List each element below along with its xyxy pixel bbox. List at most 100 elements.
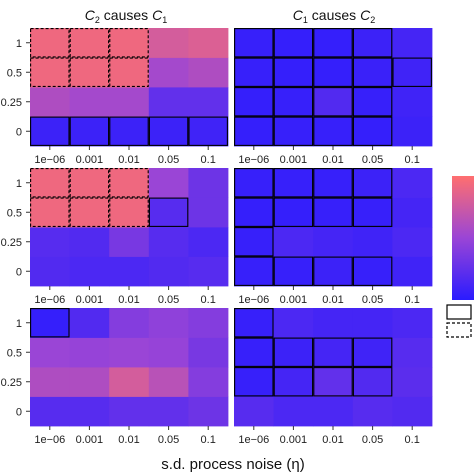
heatmap-cell: [148, 367, 189, 397]
solid-outline: [352, 367, 393, 397]
heatmap-cell: [69, 28, 110, 58]
solid-outline: [313, 197, 353, 227]
x-tick-label: 0.1: [201, 434, 216, 446]
heatmap-cell: [313, 28, 354, 58]
solid-outline: [234, 308, 274, 338]
heatmap-cell: [234, 227, 274, 257]
solid-outline: [234, 367, 274, 397]
legend-dashed-box: [446, 322, 472, 338]
heatmap-cell: [273, 367, 314, 397]
heatmap-cell: [352, 57, 393, 88]
solid-outline: [148, 197, 189, 227]
heatmap-cell: [69, 197, 110, 228]
x-tick-label: 0.001: [76, 154, 104, 166]
heatmap-cell: [273, 308, 314, 338]
heatmap-cell: [30, 367, 70, 397]
solid-outline: [352, 116, 393, 146]
heatmap-cell: [30, 227, 70, 257]
heatmap-cell: [109, 367, 150, 397]
solid-outline: [30, 308, 70, 338]
panel-r2-c1: [234, 308, 433, 427]
solid-outline: [313, 337, 353, 367]
heatmap-cell: [30, 57, 70, 88]
x-tick-label: 0.1: [405, 294, 420, 306]
x-tick-label: 1e−06: [238, 154, 269, 166]
solid-outline: [352, 197, 393, 227]
solid-outline: [313, 367, 353, 397]
y-tick-label: 0.5: [7, 67, 22, 79]
x-tick-label: 0.1: [405, 154, 420, 166]
y-tick-label: 0.5: [7, 347, 22, 359]
heatmap-cell: [148, 396, 189, 427]
x-tick-label: 0.001: [280, 294, 308, 306]
heatmap-cell: [234, 28, 274, 58]
x-tick-label: 0.001: [280, 434, 308, 446]
panel-r1-c0: [30, 168, 229, 287]
heatmap-cell: [30, 256, 70, 287]
x-tick-label: 0.01: [118, 154, 139, 166]
heatmap-cell: [352, 396, 393, 427]
y-tick-label: 0: [16, 126, 22, 138]
heatmap-cell: [234, 396, 274, 427]
heatmap-cell: [273, 116, 314, 147]
y-tick-labels: 0 0.25 0.5 1 0 0.25 0.5 1 0 0.25 0.5 1: [1, 38, 22, 419]
heatmap-cell: [188, 197, 229, 228]
heatmap-cell: [188, 256, 229, 287]
solid-outline: [273, 28, 314, 58]
legend-solid-box: [446, 304, 472, 320]
heatmap-cell: [352, 227, 393, 257]
heatmap-cell: [392, 116, 433, 147]
solid-outline: [352, 256, 393, 286]
x-tick-label: 0.01: [118, 294, 139, 306]
heatmap-cell: [352, 116, 393, 147]
heatmap-cell: [188, 308, 229, 338]
dashed-outline: [109, 28, 149, 58]
heatmap-cell: [352, 28, 393, 58]
solid-outline: [313, 168, 353, 198]
heatmap-cell: [313, 116, 354, 147]
facet-title-col1: C1 causes C2: [293, 7, 375, 25]
heatmap-cell: [392, 28, 433, 58]
solid-outline: [188, 116, 228, 146]
solid-outline: [234, 28, 274, 58]
solid-outline: [30, 116, 70, 146]
solid-outline: [234, 87, 274, 117]
heatmap-cell: [392, 367, 433, 397]
heatmap-cell: [188, 337, 229, 368]
y-tick-label: 0: [16, 406, 22, 418]
solid-outline: [352, 28, 393, 58]
heatmap-cell: [148, 308, 189, 338]
heatmap-cell: [30, 337, 70, 368]
heatmap-cell: [313, 197, 354, 228]
x-tick-label: 0.1: [405, 434, 420, 446]
dashed-outline: [69, 168, 110, 198]
x-tick-label: 0.001: [280, 154, 308, 166]
heatmap-cell: [188, 227, 229, 257]
panel-r0-c1: [234, 28, 433, 147]
solid-outline: [313, 28, 353, 58]
dashed-outline: [30, 28, 70, 58]
x-tick-label: 0.05: [362, 154, 383, 166]
heatmap-cell: [148, 28, 189, 58]
heatmap-cell: [148, 256, 189, 287]
x-tick-label: 0.001: [76, 294, 104, 306]
dashed-outline: [30, 197, 70, 227]
solid-outline: [273, 256, 314, 286]
heatmap-cell: [69, 87, 110, 117]
x-tick-label: 0.001: [76, 434, 104, 446]
heatmap-cell: [273, 396, 314, 427]
y-tick-label: 0.25: [1, 97, 22, 109]
heatmap-cell: [352, 168, 393, 198]
heatmap-cell: [69, 396, 110, 427]
solid-outline: [273, 367, 314, 397]
solid-outline: [273, 337, 314, 367]
heatmap-cell: [188, 396, 229, 427]
heatmap-cell: [30, 87, 70, 117]
solid-outline: [313, 256, 353, 286]
solid-outline: [273, 57, 314, 87]
x-tick-label: 0.05: [158, 294, 179, 306]
x-tick-label: 1e−06: [34, 154, 65, 166]
heatmap-cell: [352, 87, 393, 117]
solid-outline: [313, 57, 353, 87]
